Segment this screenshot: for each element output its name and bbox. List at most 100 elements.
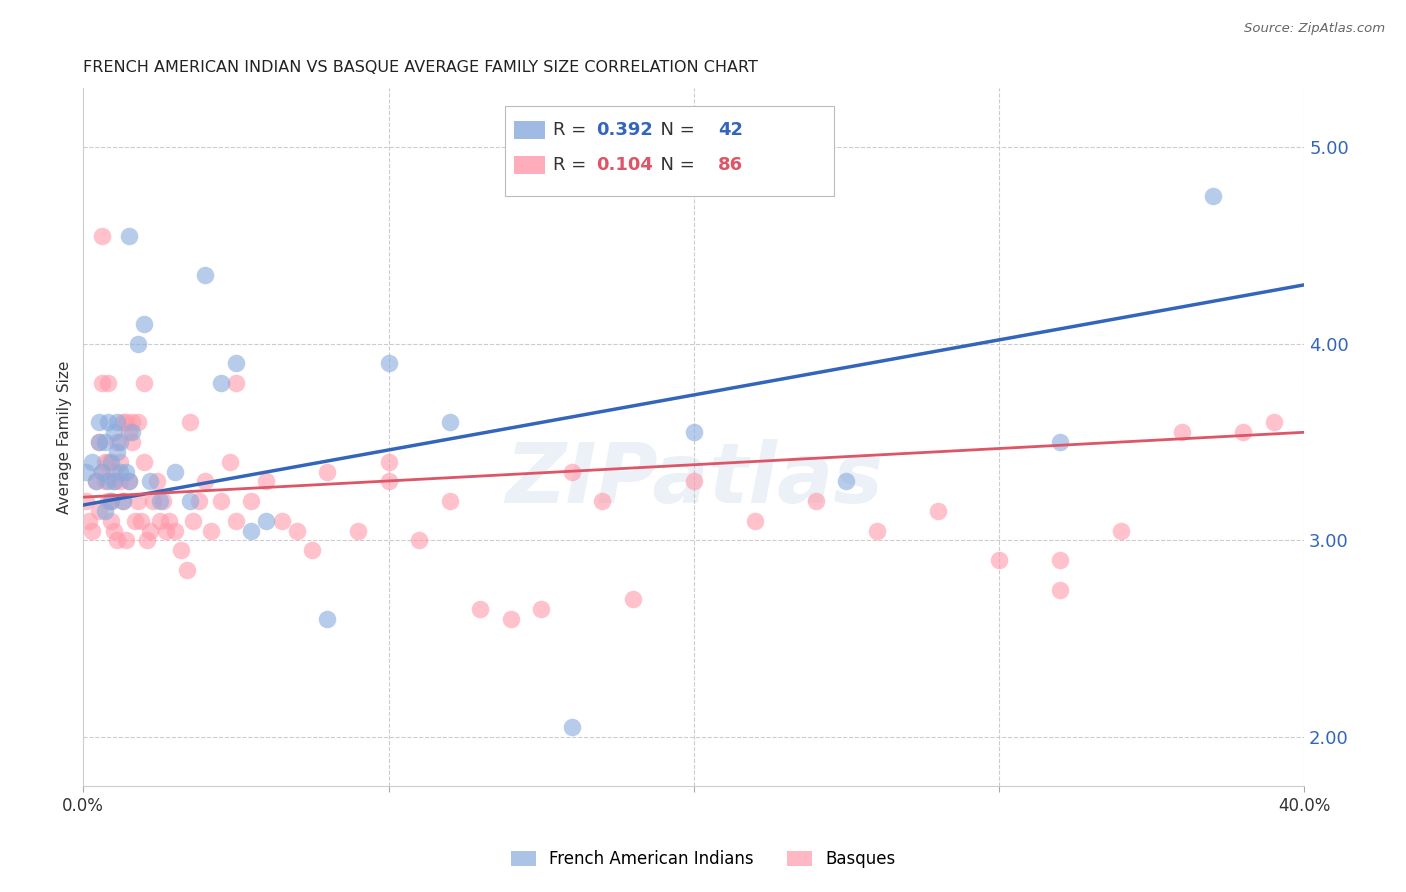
Point: [93, 504, 115, 518]
Point: [155, 524, 177, 538]
Text: 0.104: 0.104: [596, 156, 652, 174]
Point: [200, 524, 222, 538]
Point: [79, 514, 101, 528]
Point: [136, 533, 159, 548]
Point: [145, 475, 167, 489]
FancyBboxPatch shape: [515, 156, 544, 174]
Point: [87, 435, 110, 450]
Point: [124, 514, 146, 528]
Point: [90, 228, 112, 243]
Point: [377, 356, 399, 370]
Point: [121, 416, 143, 430]
Point: [84, 475, 107, 489]
Point: [103, 475, 125, 489]
Point: [194, 268, 217, 282]
Point: [316, 465, 339, 479]
Point: [100, 455, 122, 469]
Point: [149, 494, 172, 508]
Point: [127, 336, 149, 351]
Point: [105, 533, 128, 548]
Point: [209, 376, 232, 391]
Text: 0.392: 0.392: [596, 121, 652, 139]
Point: [240, 524, 263, 538]
Point: [591, 494, 613, 508]
Point: [115, 465, 138, 479]
Point: [103, 465, 125, 479]
Text: N =: N =: [648, 121, 700, 139]
Point: [105, 435, 128, 450]
Point: [408, 533, 430, 548]
Point: [1049, 553, 1071, 567]
Text: R =: R =: [554, 156, 592, 174]
Point: [103, 425, 125, 440]
Point: [90, 465, 112, 479]
Text: N =: N =: [648, 156, 700, 174]
Point: [75, 465, 97, 479]
Point: [139, 524, 162, 538]
Point: [347, 524, 370, 538]
Point: [90, 465, 112, 479]
Point: [439, 494, 461, 508]
Text: R =: R =: [554, 121, 592, 139]
Point: [134, 376, 156, 391]
Point: [1263, 416, 1285, 430]
Point: [115, 416, 138, 430]
Text: 42: 42: [718, 121, 744, 139]
Point: [316, 612, 339, 626]
Point: [111, 416, 134, 430]
Point: [93, 435, 115, 450]
Point: [179, 494, 201, 508]
Point: [285, 524, 308, 538]
Point: [157, 514, 180, 528]
Point: [744, 514, 766, 528]
Point: [118, 475, 141, 489]
Point: [270, 514, 292, 528]
FancyBboxPatch shape: [505, 106, 834, 196]
Point: [84, 475, 107, 489]
Point: [121, 435, 143, 450]
Point: [225, 356, 247, 370]
Point: [1049, 582, 1071, 597]
Text: FRENCH AMERICAN INDIAN VS BASQUE AVERAGE FAMILY SIZE CORRELATION CHART: FRENCH AMERICAN INDIAN VS BASQUE AVERAGE…: [83, 60, 758, 75]
Point: [111, 494, 134, 508]
Point: [97, 455, 120, 469]
Point: [254, 475, 277, 489]
Point: [90, 376, 112, 391]
Point: [1232, 425, 1254, 440]
Point: [988, 553, 1011, 567]
Point: [377, 455, 399, 469]
Point: [179, 416, 201, 430]
Point: [108, 475, 131, 489]
Point: [134, 317, 156, 331]
Point: [139, 475, 162, 489]
Point: [100, 494, 122, 508]
Point: [103, 524, 125, 538]
Point: [225, 376, 247, 391]
Point: [118, 475, 141, 489]
Point: [103, 475, 125, 489]
FancyBboxPatch shape: [515, 121, 544, 139]
Point: [100, 494, 122, 508]
Point: [127, 494, 149, 508]
Legend: French American Indians, Basques: French American Indians, Basques: [503, 844, 903, 875]
Point: [108, 455, 131, 469]
Point: [152, 494, 174, 508]
Point: [218, 455, 240, 469]
Point: [927, 504, 949, 518]
Point: [105, 416, 128, 430]
Point: [377, 475, 399, 489]
Point: [118, 425, 141, 440]
Point: [75, 494, 97, 508]
Point: [82, 524, 104, 538]
Point: [97, 376, 120, 391]
Point: [682, 425, 704, 440]
Point: [499, 612, 522, 626]
Point: [561, 465, 583, 479]
Point: [127, 416, 149, 430]
Point: [82, 455, 104, 469]
Point: [149, 514, 172, 528]
Point: [468, 602, 491, 616]
Point: [835, 475, 858, 489]
Point: [194, 475, 217, 489]
Point: [225, 514, 247, 528]
